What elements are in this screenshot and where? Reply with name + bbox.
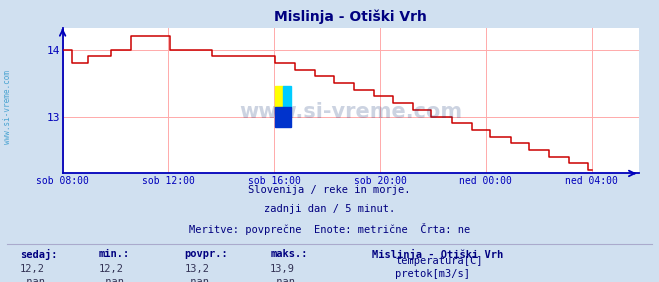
Text: -nan: -nan — [270, 277, 295, 282]
Text: Meritve: povprečne  Enote: metrične  Črta: ne: Meritve: povprečne Enote: metrične Črta:… — [189, 223, 470, 235]
Bar — [283, 86, 291, 107]
Text: 13,9: 13,9 — [270, 264, 295, 274]
Text: min.:: min.: — [99, 249, 130, 259]
Text: -nan: -nan — [20, 277, 45, 282]
Text: Slovenija / reke in morje.: Slovenija / reke in morje. — [248, 185, 411, 195]
Text: -nan: -nan — [185, 277, 210, 282]
Text: www.si-vreme.com: www.si-vreme.com — [239, 102, 463, 122]
Text: maks.:: maks.: — [270, 249, 308, 259]
Text: zadnji dan / 5 minut.: zadnji dan / 5 minut. — [264, 204, 395, 214]
Title: Mislinja - Otiški Vrh: Mislinja - Otiški Vrh — [275, 10, 427, 24]
Text: povpr.:: povpr.: — [185, 249, 228, 259]
Text: 13,2: 13,2 — [185, 264, 210, 274]
Text: temperatura[C]: temperatura[C] — [395, 256, 483, 266]
Text: sedaj:: sedaj: — [20, 249, 57, 260]
Bar — [275, 86, 283, 107]
Text: 12,2: 12,2 — [99, 264, 124, 274]
Text: pretok[m3/s]: pretok[m3/s] — [395, 268, 471, 279]
Bar — [275, 107, 291, 127]
Text: -nan: -nan — [99, 277, 124, 282]
Text: 12,2: 12,2 — [20, 264, 45, 274]
Text: Mislinja - Otiški Vrh: Mislinja - Otiški Vrh — [372, 249, 503, 260]
Text: www.si-vreme.com: www.si-vreme.com — [3, 70, 13, 144]
